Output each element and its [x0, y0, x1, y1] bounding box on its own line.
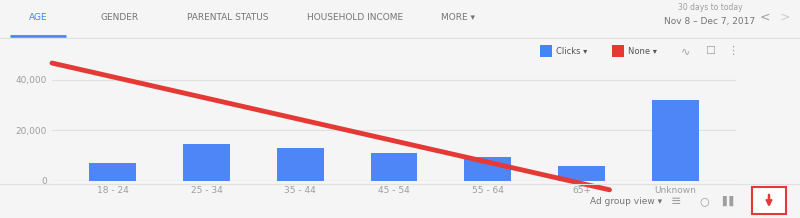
Text: PARENTAL STATUS: PARENTAL STATUS	[187, 13, 269, 22]
Text: Nov 8 – Dec 7, 2017: Nov 8 – Dec 7, 2017	[665, 17, 755, 26]
Text: GENDER: GENDER	[101, 13, 139, 22]
Bar	[183, 144, 230, 181]
Text: ▌▌: ▌▌	[722, 196, 738, 206]
Text: ○: ○	[699, 196, 709, 206]
Text: ☐: ☐	[705, 46, 715, 56]
Text: <: <	[760, 11, 770, 24]
Bar	[464, 157, 511, 181]
Bar	[370, 153, 418, 181]
Text: None ▾: None ▾	[628, 47, 657, 56]
Text: AGE: AGE	[29, 13, 47, 22]
Text: MORE ▾: MORE ▾	[441, 13, 475, 22]
Bar	[540, 45, 552, 57]
Bar	[558, 166, 605, 181]
Bar	[277, 148, 324, 181]
Text: ⋮: ⋮	[727, 46, 738, 56]
Text: Clicks ▾: Clicks ▾	[556, 47, 587, 56]
Bar	[90, 163, 136, 181]
Bar	[752, 187, 786, 214]
Text: HOUSEHOLD INCOME: HOUSEHOLD INCOME	[307, 13, 403, 22]
Text: >: >	[780, 11, 790, 24]
Text: ≡: ≡	[670, 194, 682, 208]
Text: 30 days to today: 30 days to today	[678, 3, 742, 12]
Bar	[612, 45, 624, 57]
Bar	[652, 100, 698, 181]
Text: Ad group view ▾: Ad group view ▾	[590, 197, 662, 206]
Text: ∿: ∿	[680, 46, 690, 56]
